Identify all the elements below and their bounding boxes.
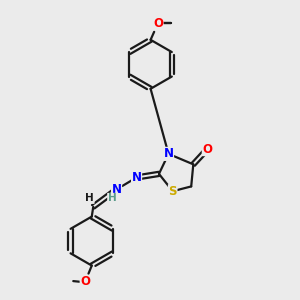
Text: O: O (202, 142, 212, 156)
Text: H: H (85, 194, 94, 203)
Text: N: N (112, 183, 122, 196)
Text: O: O (153, 17, 163, 30)
Text: N: N (132, 171, 142, 184)
Text: S: S (168, 185, 177, 198)
Text: O: O (80, 275, 90, 289)
Text: H: H (108, 194, 116, 203)
Text: N: N (164, 147, 173, 161)
